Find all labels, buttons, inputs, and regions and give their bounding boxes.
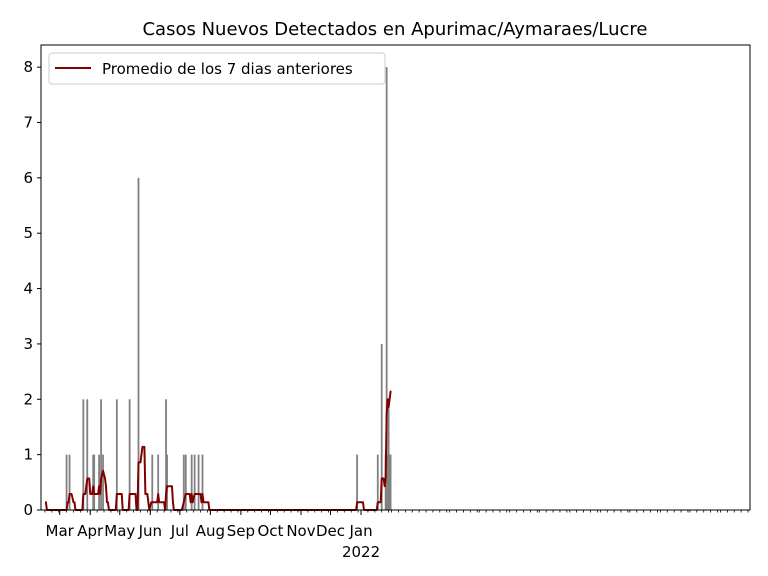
daily-cases-bars (65, 67, 392, 511)
case-bar (380, 343, 383, 510)
x-tick-label: Jul (170, 522, 189, 540)
case-bar (128, 399, 131, 510)
case-bar (137, 177, 140, 511)
average-line (44, 390, 392, 511)
x-tick-label: Mar (46, 522, 75, 540)
y-tick-label: 2 (23, 390, 33, 408)
case-bar (86, 399, 89, 510)
case-bar (92, 454, 95, 510)
y-tick-label: 0 (23, 501, 33, 519)
x-tick-label: Jan (348, 522, 372, 540)
x-axis: Mar Apr May Jun Jul Aug Sep Oct Nov Dec Jan 2022 (44, 510, 749, 561)
average-line-group (44, 390, 392, 511)
x-tick-label: May (104, 522, 135, 540)
case-bar (93, 454, 96, 510)
case-bar (100, 399, 102, 510)
case-bar (190, 454, 193, 510)
x-tick-label: Jun (138, 522, 162, 540)
case-bar (157, 454, 160, 510)
case-bar (102, 454, 104, 510)
case-bar (68, 454, 71, 510)
case-bar (166, 454, 168, 510)
x-tick-label: Dec (316, 522, 345, 540)
y-tick-label: 7 (23, 114, 33, 132)
case-bar (182, 454, 185, 510)
x-tick-year-label: 2022 (342, 543, 380, 561)
case-bar (65, 454, 68, 510)
case-bar (385, 67, 388, 510)
case-bar (388, 454, 391, 510)
x-tick-label: Sep (227, 522, 255, 540)
y-tick-label: 8 (23, 58, 33, 76)
legend: Promedio de los 7 dias anteriores (48, 52, 386, 85)
y-tick-label: 1 (23, 446, 33, 464)
chart-title: Casos Nuevos Detectados en Apurimac/Ayma… (142, 19, 647, 40)
case-bar (151, 454, 154, 510)
x-tick-label: Apr (77, 522, 104, 540)
legend-box (48, 52, 386, 85)
case-bar (387, 399, 390, 510)
case-bar (376, 454, 379, 510)
case-bar (193, 454, 196, 510)
x-tick-label: Oct (257, 522, 283, 540)
y-tick-label: 4 (23, 280, 33, 298)
legend-label: Promedio de los 7 dias anteriores (102, 60, 353, 78)
case-bar (98, 454, 100, 510)
case-bar (165, 399, 167, 510)
case-bar (356, 454, 358, 510)
y-tick-label: 3 (23, 335, 33, 353)
case-bar (386, 454, 389, 510)
case-bar (82, 399, 85, 510)
case-bar (201, 454, 204, 510)
y-tick-label: 5 (23, 224, 33, 242)
x-tick-label: Aug (196, 522, 225, 540)
x-tick-label: Nov (286, 522, 315, 540)
y-axis: 0 1 2 3 4 5 6 7 8 (23, 58, 41, 519)
case-bar (184, 454, 187, 510)
case-bar (115, 399, 118, 510)
case-bar (389, 454, 392, 510)
plot-frame (40, 44, 751, 511)
case-bar (197, 454, 200, 510)
y-tick-label: 6 (23, 169, 33, 187)
